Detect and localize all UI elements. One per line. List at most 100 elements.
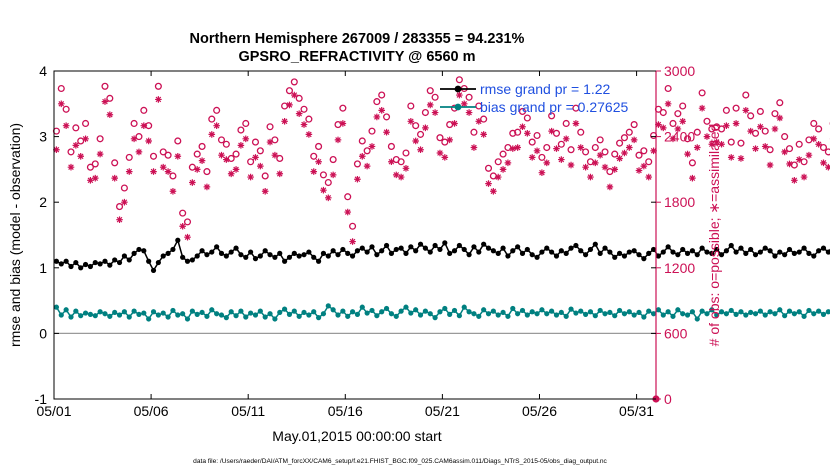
assimilated-obs-point xyxy=(403,165,410,172)
rmse-point xyxy=(520,251,525,256)
possible-obs-point xyxy=(821,145,827,151)
rmse-point xyxy=(267,252,272,257)
assimilated-obs-point xyxy=(77,153,84,160)
rmse-point xyxy=(199,248,204,253)
rmse-point xyxy=(801,246,806,251)
bias-point xyxy=(229,309,234,314)
rmse-point xyxy=(685,251,690,256)
assimilated-obs-point xyxy=(427,102,434,109)
bias-point xyxy=(559,310,564,315)
assimilated-obs-point xyxy=(442,154,449,161)
rmse-point xyxy=(151,268,156,273)
bias-point xyxy=(297,314,302,319)
rmse-point xyxy=(389,251,394,256)
y-right-tick-label: 2400 xyxy=(664,129,695,145)
rmse-point xyxy=(510,248,515,253)
assimilated-obs-point xyxy=(597,152,604,159)
rmse-point xyxy=(573,243,578,248)
assimilated-obs-point xyxy=(592,160,599,167)
bias-point xyxy=(335,312,340,317)
bias-point xyxy=(433,315,438,320)
data-file-footnote: data file: /Users/raeder/DAI/ATM_forcXX/… xyxy=(193,458,607,465)
bias-point xyxy=(394,314,399,319)
rmse-point xyxy=(792,251,797,256)
bias-point xyxy=(379,309,384,314)
assimilated-obs-point xyxy=(349,238,356,245)
assimilated-obs-point xyxy=(485,180,492,187)
assimilated-obs-point xyxy=(466,109,473,116)
assimilated-obs-point xyxy=(165,168,172,175)
rmse-point xyxy=(428,249,433,254)
rmse-point xyxy=(787,247,792,252)
bias-point xyxy=(277,310,282,315)
assimilated-obs-point xyxy=(189,179,196,186)
bias-point xyxy=(340,309,345,314)
bias-point xyxy=(112,310,117,315)
rmse-point xyxy=(588,247,593,252)
rmse-point xyxy=(243,255,248,260)
assimilated-obs-point xyxy=(587,174,594,181)
rmse-point xyxy=(748,247,753,252)
assimilated-obs-point xyxy=(699,105,706,112)
rmse-point xyxy=(301,252,306,257)
rmse-point xyxy=(146,259,151,264)
possible-obs-point xyxy=(660,110,666,116)
assimilated-obs-point xyxy=(286,102,293,109)
assimilated-obs-point xyxy=(539,169,546,176)
assimilated-obs-point xyxy=(247,174,254,181)
assimilated-obs-point xyxy=(558,156,565,163)
possible-obs-point xyxy=(782,134,788,140)
x-axis-label: May.01,2015 00:00:00 start xyxy=(272,428,442,444)
assimilated-obs-point xyxy=(519,123,526,130)
rmse-point xyxy=(107,263,112,268)
assimilated-obs-point xyxy=(63,122,70,129)
bias-point xyxy=(777,307,782,312)
rmse-point xyxy=(500,246,505,251)
possible-obs-point xyxy=(733,105,739,111)
x-tick-label: 05/31 xyxy=(619,403,654,419)
bias-point xyxy=(593,313,598,318)
bias-point xyxy=(646,309,651,314)
bias-point xyxy=(782,313,787,318)
possible-obs-point xyxy=(816,126,822,132)
assimilated-obs-point xyxy=(505,160,512,167)
assimilated-obs-point xyxy=(767,162,774,169)
rmse-point xyxy=(64,259,69,264)
assimilated-obs-point xyxy=(412,138,419,145)
rmse-point xyxy=(525,247,530,252)
bias-point xyxy=(656,307,661,312)
rmse-point xyxy=(161,253,166,258)
rmse-point xyxy=(564,251,569,256)
assimilated-obs-point xyxy=(607,184,614,191)
bias-point xyxy=(107,314,112,319)
rmse-point xyxy=(403,251,408,256)
rmse-point xyxy=(636,252,641,257)
rmse-point xyxy=(78,265,83,270)
assimilated-obs-point xyxy=(582,164,589,171)
assimilated-obs-point xyxy=(728,154,735,161)
rmse-point xyxy=(102,259,107,264)
assimilated-obs-point xyxy=(223,156,230,163)
x-tick-label: 05/01 xyxy=(36,403,71,419)
rmse-point xyxy=(758,249,763,254)
legend-bias-label: bias grand pr = 0.27625 xyxy=(480,99,628,115)
y-right-tick-label: 600 xyxy=(664,325,688,341)
possible-obs-point xyxy=(675,111,681,117)
assimilated-obs-point xyxy=(553,145,560,152)
bias-point xyxy=(151,309,156,314)
assimilated-obs-point xyxy=(262,188,269,195)
bias-point xyxy=(316,315,321,320)
rmse-point xyxy=(777,249,782,254)
bias-point xyxy=(350,309,355,314)
x-tick-label: 05/21 xyxy=(425,403,460,419)
bias-point xyxy=(539,307,544,312)
rmse-point xyxy=(772,253,777,258)
assimilated-obs-point xyxy=(743,107,750,114)
assimilated-obs-point xyxy=(141,122,148,129)
assimilated-obs-point xyxy=(310,168,317,175)
possible-obs-point xyxy=(777,100,783,106)
rmse-point xyxy=(457,243,462,248)
rmse-point xyxy=(331,248,336,253)
